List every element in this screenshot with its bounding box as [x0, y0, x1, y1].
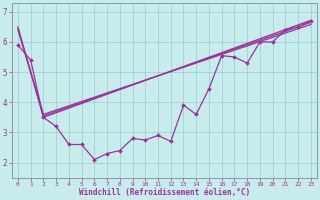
X-axis label: Windchill (Refroidissement éolien,°C): Windchill (Refroidissement éolien,°C) — [79, 188, 250, 197]
